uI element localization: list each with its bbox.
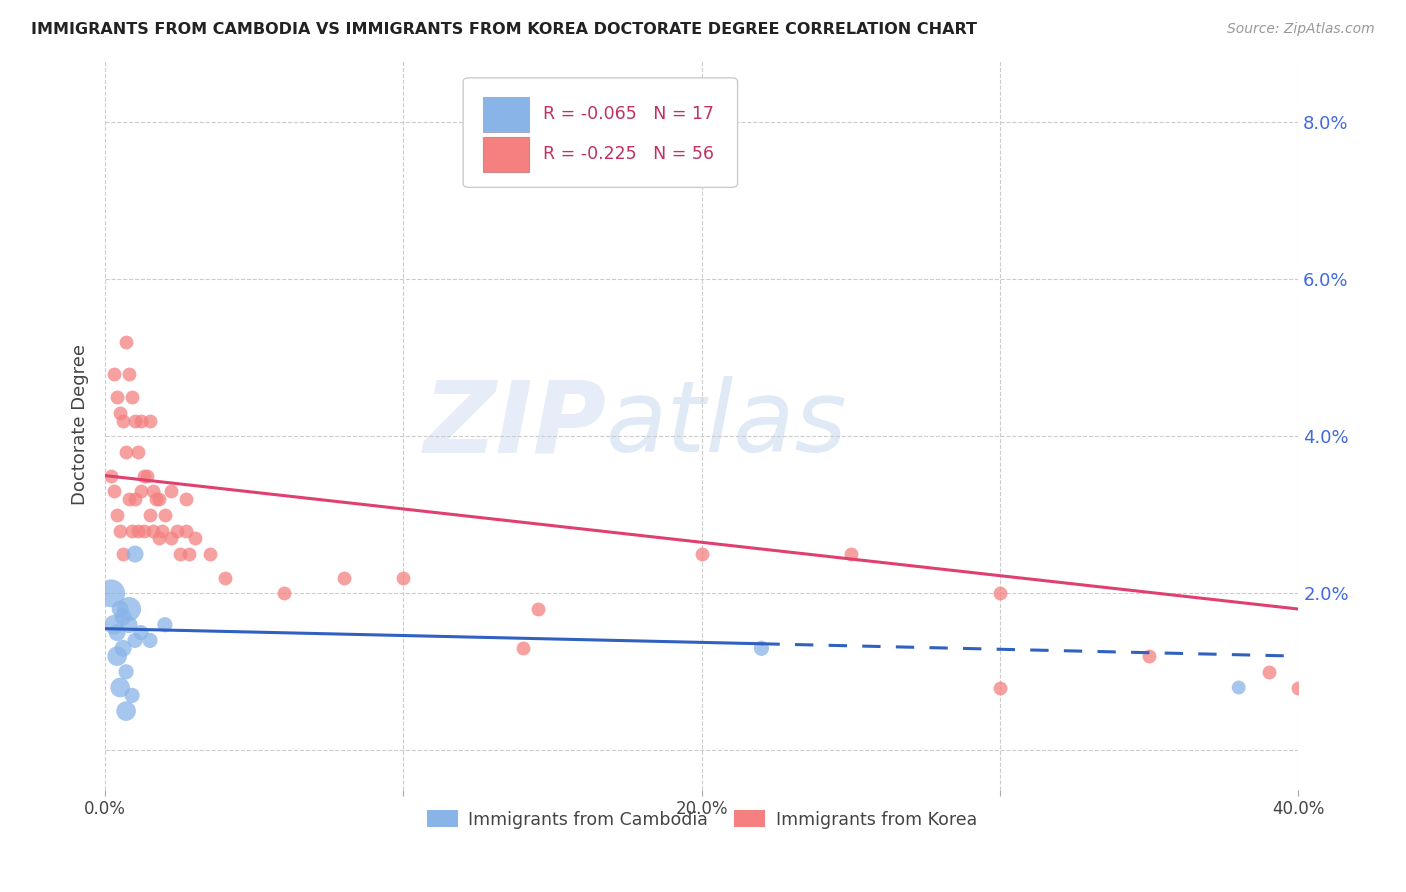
Point (139, 414, 162, 428)
Point (132, 468, 155, 483)
Point (115, 335, 138, 350)
Point (142, 524, 165, 538)
Point (124, 547, 146, 561)
Point (124, 492, 146, 507)
Point (839, 547, 862, 561)
Point (273, 586, 295, 600)
Point (169, 547, 191, 561)
Point (124, 633, 146, 648)
Point (132, 524, 155, 538)
Point (127, 524, 149, 538)
Point (115, 704, 138, 718)
Point (1257, 665, 1279, 679)
Point (127, 445, 149, 459)
Text: atlas: atlas (606, 376, 848, 473)
Text: R = -0.225   N = 56: R = -0.225 N = 56 (543, 145, 714, 163)
Y-axis label: Doctorate Degree: Doctorate Degree (72, 344, 89, 505)
Point (174, 492, 197, 507)
Point (333, 571, 356, 585)
Point (105, 649, 128, 664)
Point (153, 617, 176, 632)
Point (148, 532, 170, 546)
Point (139, 633, 162, 648)
FancyBboxPatch shape (484, 97, 529, 132)
Point (115, 445, 138, 459)
Point (118, 367, 141, 381)
Point (145, 492, 167, 507)
Point (105, 508, 128, 522)
Point (153, 508, 176, 522)
Point (616, 170, 638, 185)
Point (129, 414, 152, 428)
Point (166, 524, 188, 538)
Point (115, 665, 138, 679)
Point (118, 602, 141, 616)
Point (100, 468, 122, 483)
Point (139, 508, 162, 522)
Point (160, 484, 183, 499)
Point (108, 602, 131, 616)
Text: IMMIGRANTS FROM CAMBODIA VS IMMIGRANTS FROM KOREA DOCTORATE DEGREE CORRELATION C: IMMIGRANTS FROM CAMBODIA VS IMMIGRANTS F… (31, 22, 977, 37)
Point (103, 484, 125, 499)
Point (177, 547, 200, 561)
Point (512, 641, 534, 656)
Point (136, 468, 159, 483)
Legend: Immigrants from Cambodia, Immigrants from Korea: Immigrants from Cambodia, Immigrants fro… (419, 804, 984, 836)
Point (121, 689, 143, 703)
FancyBboxPatch shape (463, 78, 738, 187)
Point (108, 406, 131, 420)
Point (112, 610, 135, 624)
Point (183, 532, 205, 546)
Point (214, 571, 236, 585)
Text: R = -0.065   N = 17: R = -0.065 N = 17 (543, 105, 714, 123)
Point (690, 547, 713, 561)
Point (392, 571, 415, 585)
Point (988, 586, 1011, 600)
Point (1227, 681, 1250, 695)
Point (160, 532, 183, 546)
Point (129, 625, 152, 640)
Point (112, 547, 135, 561)
Point (148, 492, 170, 507)
Point (121, 390, 143, 404)
Point (100, 586, 122, 600)
Point (988, 681, 1011, 695)
Point (129, 484, 152, 499)
Point (198, 547, 221, 561)
Point (112, 641, 135, 656)
Point (105, 625, 128, 640)
Point (142, 484, 165, 499)
Point (526, 602, 548, 616)
Point (105, 390, 128, 404)
Point (112, 414, 135, 428)
Point (1137, 649, 1160, 664)
Text: Source: ZipAtlas.com: Source: ZipAtlas.com (1227, 22, 1375, 37)
Point (751, 641, 773, 656)
Point (108, 681, 131, 695)
Point (103, 617, 125, 632)
Point (118, 617, 141, 632)
Point (118, 492, 141, 507)
Text: ZIP: ZIP (423, 376, 606, 473)
Point (174, 524, 197, 538)
Point (121, 524, 143, 538)
FancyBboxPatch shape (484, 137, 529, 172)
Point (1286, 681, 1309, 695)
Point (103, 367, 125, 381)
Point (124, 414, 146, 428)
Point (108, 524, 131, 538)
Point (150, 524, 173, 538)
